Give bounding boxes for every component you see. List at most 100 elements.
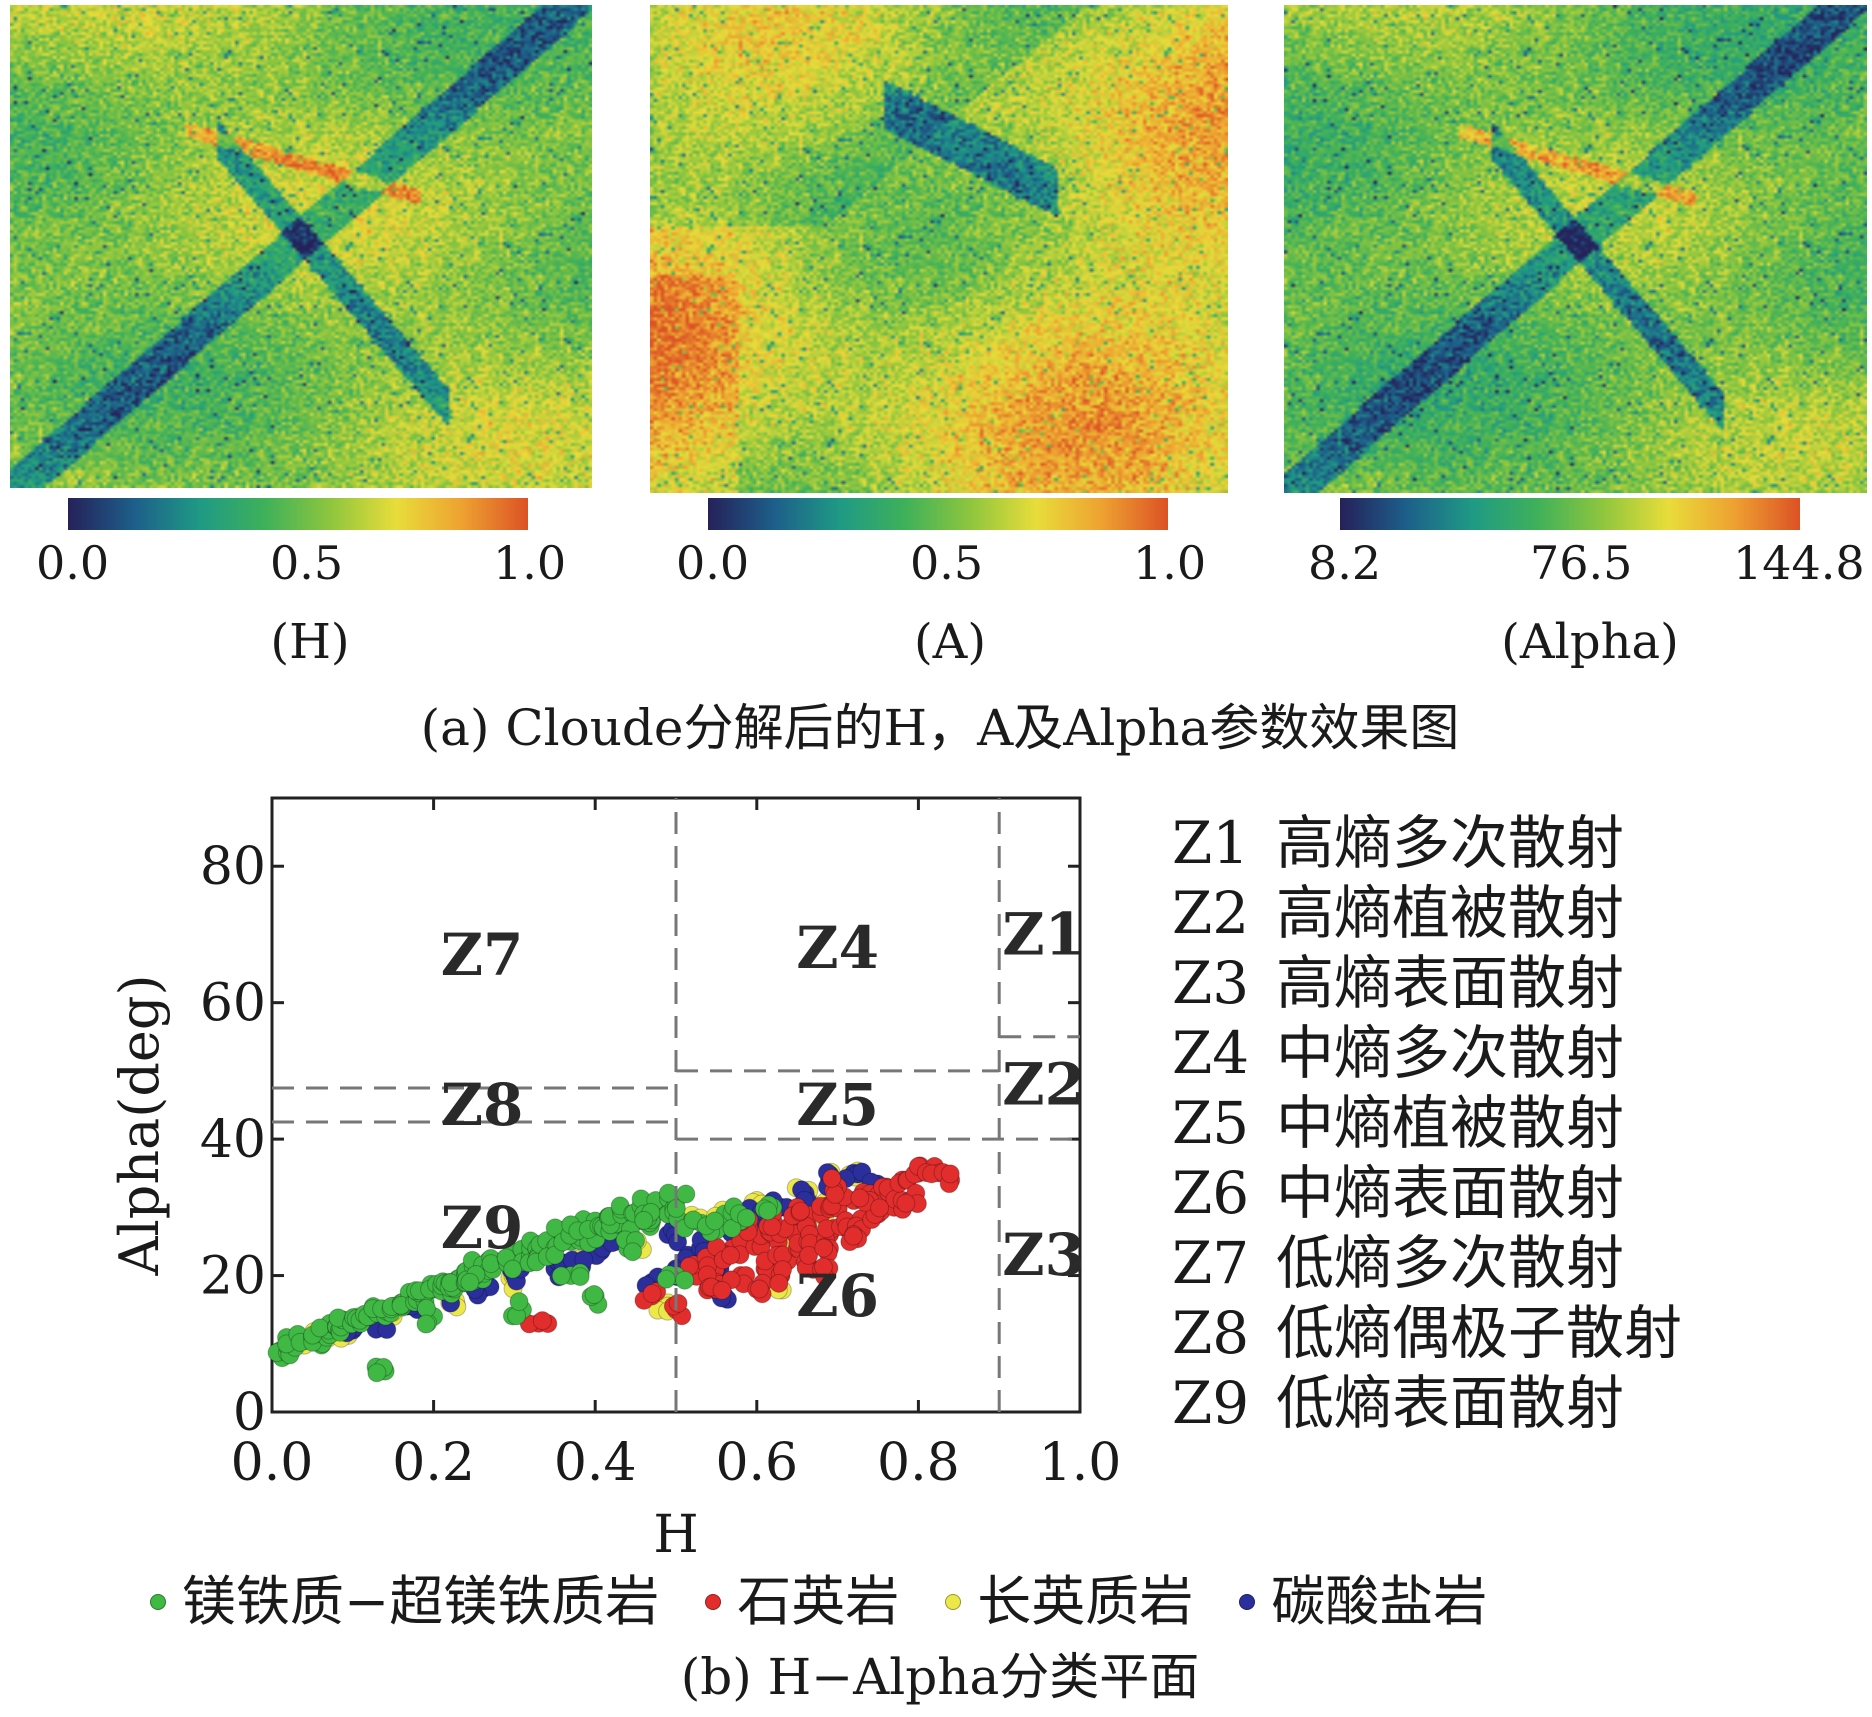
alpha-colorbar <box>1340 498 1800 530</box>
y-tick-label: 80 <box>200 837 266 897</box>
data-point <box>551 1266 571 1286</box>
zone-row-z7: Z7 低熵多次散射 <box>1172 1228 1682 1298</box>
data-point <box>503 1259 523 1279</box>
y-tick-label: 0 <box>233 1383 266 1443</box>
legend-marker <box>1239 1594 1256 1610</box>
zone-text: 高熵多次散射 <box>1276 809 1625 877</box>
data-point <box>762 1217 782 1237</box>
y-tick-label: 40 <box>200 1110 266 1170</box>
data-point <box>532 1311 552 1331</box>
alpha-tick-mid: 76.5 <box>1530 536 1633 590</box>
zone-label: Z9 <box>441 1194 524 1262</box>
legend-label: 碳酸盐岩 <box>1271 1570 1488 1633</box>
zone-code: Z3 <box>1172 949 1250 1017</box>
alpha-label: (Alpha) <box>1501 614 1679 670</box>
a-colorbar <box>708 498 1168 530</box>
y-tick-label: 60 <box>200 974 266 1034</box>
data-point <box>814 1238 834 1258</box>
zone-label: Z6 <box>796 1262 879 1330</box>
legend-label: 镁铁质−超镁铁质岩 <box>182 1570 660 1633</box>
data-point <box>570 1267 590 1287</box>
zone-text: 高熵表面散射 <box>1276 949 1625 1017</box>
data-point <box>584 1285 604 1305</box>
zone-label: Z8 <box>441 1071 524 1139</box>
h-tick-mid: 0.5 <box>270 536 344 590</box>
zone-row-z4: Z4 中熵多次散射 <box>1172 1018 1682 1088</box>
data-point <box>790 1201 810 1221</box>
zone-code: Z9 <box>1172 1369 1250 1437</box>
x-tick-label: 0.8 <box>877 1433 960 1493</box>
data-point <box>721 1245 741 1265</box>
zone-code: Z8 <box>1172 1299 1250 1367</box>
h-tick-min: 0.0 <box>36 536 110 590</box>
data-point <box>642 1284 662 1304</box>
data-point <box>509 1292 529 1312</box>
zone-text: 低熵表面散射 <box>1276 1369 1625 1437</box>
zone-text: 中熵多次散射 <box>1276 1019 1625 1087</box>
zone-label: Z7 <box>441 921 524 989</box>
zone-text: 低熵偶极子散射 <box>1276 1299 1683 1367</box>
data-point <box>623 1242 643 1262</box>
caption-a: (a) Cloude分解后的H，A及Alpha参数效果图 <box>420 699 1460 757</box>
data-point <box>705 1211 725 1231</box>
x-tick-label: 0.2 <box>392 1433 475 1493</box>
a-label: (A) <box>913 614 987 670</box>
zone-code: Z4 <box>1172 1019 1250 1087</box>
data-point <box>896 1193 916 1213</box>
data-point <box>737 1208 757 1228</box>
data-point <box>822 1168 842 1188</box>
alpha-map-image <box>1284 5 1867 493</box>
chart-legend: 镁铁质−超镁铁质岩 石英岩 长英质岩 碳酸盐岩 <box>150 1570 1533 1634</box>
legend-item-carbonate: 碳酸盐岩 <box>1239 1575 1487 1629</box>
data-point <box>940 1164 960 1184</box>
a-tick-mid: 0.5 <box>910 536 984 590</box>
a-tick-max: 1.0 <box>1133 536 1207 590</box>
legend-marker <box>945 1594 962 1610</box>
x-tick-label: 1.0 <box>1039 1433 1122 1493</box>
zone-label: Z2 <box>1002 1051 1085 1119</box>
zone-label: Z1 <box>1002 900 1085 968</box>
x-tick-label: 0.4 <box>554 1433 637 1493</box>
zone-row-z9: Z9 低熵表面散射 <box>1172 1368 1682 1438</box>
data-point <box>799 1245 819 1265</box>
data-point <box>367 1363 387 1383</box>
alpha-tick-min: 8.2 <box>1308 536 1382 590</box>
data-point <box>656 1269 676 1289</box>
zone-label: Z5 <box>796 1071 879 1139</box>
zone-label: Z3 <box>1002 1221 1085 1289</box>
alpha-tick-max: 144.8 <box>1733 536 1865 590</box>
zone-text: 低熵多次散射 <box>1276 1229 1625 1297</box>
data-point <box>769 1273 789 1293</box>
legend-label: 石英岩 <box>737 1570 900 1633</box>
data-point <box>712 1280 732 1300</box>
legend-marker <box>705 1594 722 1610</box>
zone-code: Z7 <box>1172 1229 1250 1297</box>
zone-row-z3: Z3 高熵表面散射 <box>1172 948 1682 1018</box>
zone-row-z8: Z8 低熵偶极子散射 <box>1172 1298 1682 1368</box>
legend-item-felsic: 长英质岩 <box>945 1575 1193 1629</box>
h-tick-max: 1.0 <box>493 536 567 590</box>
x-axis-label: H <box>653 1505 698 1565</box>
x-tick-label: 0.6 <box>715 1433 798 1493</box>
caption-b: (b) H−Alpha分类平面 <box>680 1648 1200 1706</box>
y-tick-label: 20 <box>200 1247 266 1307</box>
legend-label: 长英质岩 <box>977 1570 1194 1633</box>
data-point <box>675 1270 695 1290</box>
zone-row-z1: Z1 高熵多次散射 <box>1172 808 1682 878</box>
data-point <box>416 1314 436 1334</box>
legend-item-mafic: 镁铁质−超镁铁质岩 <box>150 1575 659 1629</box>
zone-row-z2: Z2 高熵植被散射 <box>1172 878 1682 948</box>
data-point <box>722 1218 742 1238</box>
zone-code: Z6 <box>1172 1159 1250 1227</box>
data-point <box>850 1188 870 1208</box>
zone-code: Z5 <box>1172 1089 1250 1157</box>
data-point <box>310 1318 330 1338</box>
h-map-image <box>10 5 592 488</box>
zone-code: Z1 <box>1172 809 1250 877</box>
x-tick-label: 0.0 <box>231 1433 314 1493</box>
zone-row-z6: Z6 中熵表面散射 <box>1172 1158 1682 1228</box>
zone-row-z5: Z5 中熵植被散射 <box>1172 1088 1682 1158</box>
zone-text: 高熵植被散射 <box>1276 879 1625 947</box>
legend-marker <box>150 1594 166 1610</box>
